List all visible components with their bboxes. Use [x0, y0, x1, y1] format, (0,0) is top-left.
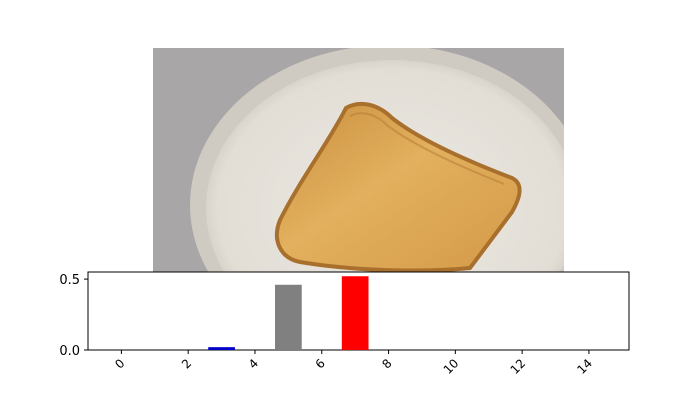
x-tick-label: 0 [112, 356, 127, 371]
bar-7 [341, 276, 369, 350]
y-ticks: 0.0 0.5 [59, 273, 88, 359]
x-tick-label: 2 [179, 356, 194, 371]
x-tick-label: 10 [441, 356, 462, 377]
x-tick-label: 8 [379, 356, 394, 371]
y-tick-label: 0.0 [59, 344, 80, 359]
photo-panel [153, 48, 564, 272]
bars [208, 276, 369, 350]
chart-axes: 0 2 4 6 8 10 12 14 0.0 0.5 [59, 271, 630, 377]
toast-crust-highlight [349, 112, 505, 185]
bar-3 [208, 347, 235, 350]
x-tick-label: 14 [574, 356, 595, 377]
y-tick-label: 0.5 [59, 273, 80, 288]
x-tick-label: 6 [313, 356, 328, 371]
x-tick-label: 4 [246, 356, 261, 371]
x-tick-label: 12 [508, 356, 529, 377]
x-ticks: 0 2 4 6 8 10 12 14 [112, 350, 595, 377]
toast-icon [274, 101, 522, 272]
bar-5 [275, 284, 302, 350]
